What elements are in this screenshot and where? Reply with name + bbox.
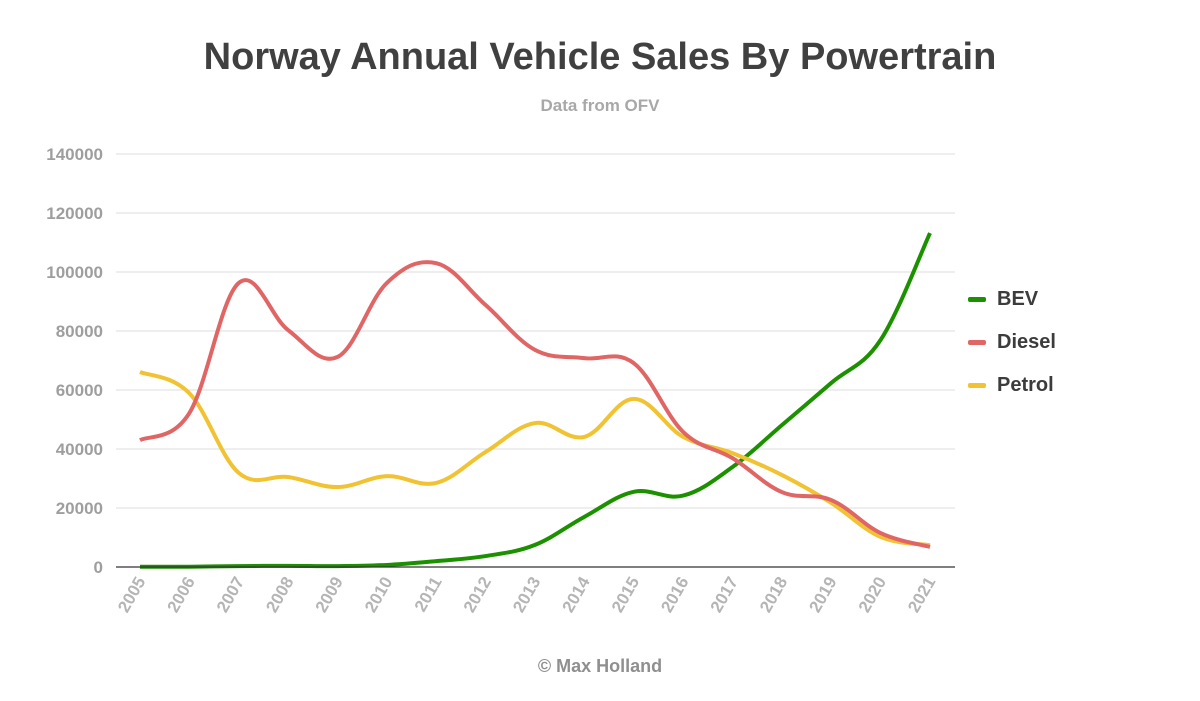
legend-item-diesel[interactable]: Diesel [968, 321, 1056, 364]
legend-label-diesel: Diesel [997, 331, 1056, 353]
series-line-petrol[interactable] [139, 370, 931, 548]
x-tick-label: 2009 [312, 574, 347, 616]
y-axis-ticks: 0 20000 40000 60000 80000 100000 120000 140000 [46, 145, 103, 577]
x-tick-label: 2006 [163, 574, 198, 616]
x-tick-label: 2021 [904, 574, 939, 616]
x-axis-ticks: 2005 2006 2007 2008 2009 2010 2011 2012 2013 2014… [114, 573, 939, 616]
y-tick-label: 140000 [46, 145, 103, 164]
x-tick-label: 2011 [411, 574, 446, 615]
chart-footer-credit: © Max Holland [537, 656, 663, 676]
y-tick-label: 60000 [56, 381, 103, 400]
y-tick-label: 120000 [46, 204, 103, 223]
x-tick-label: 2017 [707, 574, 742, 616]
y-tick-label: 80000 [56, 322, 103, 341]
x-tick-label: 2016 [657, 574, 692, 616]
series-line-bev[interactable] [139, 232, 932, 569]
x-tick-label: 2012 [460, 574, 495, 616]
x-tick-label: 2014 [558, 573, 594, 616]
x-tick-label: 2010 [361, 574, 396, 616]
y-tick-label: 0 [94, 558, 103, 577]
chart-subtitle: Data from OFV [540, 96, 660, 115]
legend-item-bev[interactable]: BEV [968, 278, 1056, 321]
legend: BEV Diesel Petrol [968, 278, 1056, 407]
legend-item-petrol[interactable]: Petrol [968, 364, 1056, 407]
x-tick-label: 2019 [805, 574, 840, 616]
x-tick-label: 2007 [213, 574, 248, 616]
legend-label-petrol: Petrol [997, 374, 1054, 396]
gridlines [116, 153, 955, 509]
x-tick-label: 2013 [509, 574, 544, 616]
x-tick-label: 2015 [608, 574, 643, 616]
series-line-diesel[interactable] [139, 260, 931, 549]
legend-swatch-diesel [968, 340, 986, 345]
x-tick-label: 2018 [756, 574, 791, 616]
y-tick-label: 40000 [56, 440, 103, 459]
y-tick-label: 20000 [56, 499, 103, 518]
chart-title: Norway Annual Vehicle Sales By Powertrai… [203, 36, 997, 78]
legend-swatch-bev [968, 297, 986, 302]
series-lines [139, 232, 932, 569]
x-tick-label: 2005 [114, 574, 149, 616]
y-tick-label: 100000 [46, 263, 103, 282]
legend-swatch-petrol [968, 383, 986, 388]
legend-label-bev: BEV [997, 288, 1039, 310]
x-tick-label: 2008 [262, 574, 297, 616]
x-tick-label: 2020 [855, 574, 890, 616]
